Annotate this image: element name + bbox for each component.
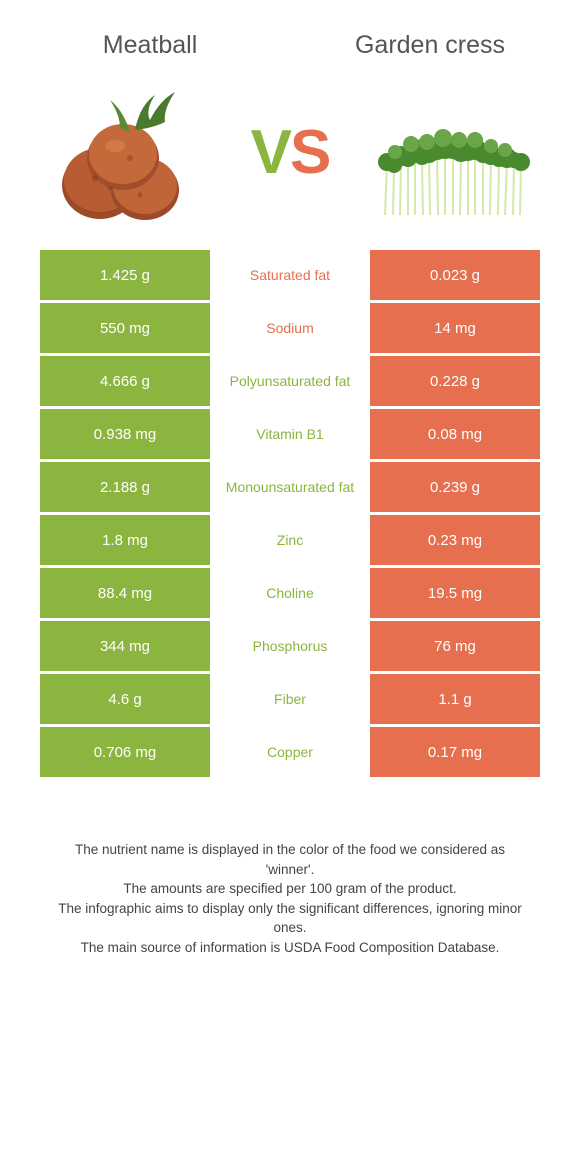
image-row: VS [0,70,580,250]
vs-v: V [251,117,290,188]
footer-line: The amounts are specified per 100 gram o… [50,879,530,899]
left-value: 0.706 mg [40,727,210,777]
footer-line: The infographic aims to display only the… [50,899,530,938]
left-value: 344 mg [40,621,210,671]
table-row: 1.425 g Saturated fat 0.023 g [40,250,540,300]
table-row: 88.4 mg Choline 19.5 mg [40,568,540,618]
left-value: 0.938 mg [40,409,210,459]
header: Meatball Garden cress [0,0,580,70]
table-row: 2.188 g Monounsaturated fat 0.239 g [40,462,540,512]
table-row: 0.938 mg Vitamin B1 0.08 mg [40,409,540,459]
left-value: 4.6 g [40,674,210,724]
right-value: 76 mg [370,621,540,671]
table-row: 344 mg Phosphorus 76 mg [40,621,540,671]
nutrient-label: Sodium [210,303,370,353]
meatball-image [45,80,215,225]
footer-line: The nutrient name is displayed in the co… [50,840,530,879]
nutrient-label: Phosphorus [210,621,370,671]
right-value: 0.228 g [370,356,540,406]
footer-line: The main source of information is USDA F… [50,938,530,958]
left-food-title: Meatball [50,30,250,60]
table-row: 4.666 g Polyunsaturated fat 0.228 g [40,356,540,406]
right-value: 0.17 mg [370,727,540,777]
vs-label: VS [251,117,330,188]
right-value: 0.08 mg [370,409,540,459]
right-value: 1.1 g [370,674,540,724]
right-value: 19.5 mg [370,568,540,618]
left-value: 88.4 mg [40,568,210,618]
comparison-table: 1.425 g Saturated fat 0.023 g 550 mg Sod… [0,250,580,777]
right-value: 0.23 mg [370,515,540,565]
left-value: 4.666 g [40,356,210,406]
right-value: 0.239 g [370,462,540,512]
nutrient-label: Monounsaturated fat [210,462,370,512]
left-value: 1.8 mg [40,515,210,565]
table-row: 4.6 g Fiber 1.1 g [40,674,540,724]
table-row: 1.8 mg Zinc 0.23 mg [40,515,540,565]
nutrient-label: Choline [210,568,370,618]
left-value: 550 mg [40,303,210,353]
right-food-title: Garden cress [330,30,530,60]
left-value: 1.425 g [40,250,210,300]
nutrient-label: Fiber [210,674,370,724]
right-value: 0.023 g [370,250,540,300]
vs-s: S [290,117,329,188]
table-row: 0.706 mg Copper 0.17 mg [40,727,540,777]
nutrient-label: Vitamin B1 [210,409,370,459]
cress-image [365,80,535,225]
left-value: 2.188 g [40,462,210,512]
nutrient-label: Saturated fat [210,250,370,300]
footer-notes: The nutrient name is displayed in the co… [0,780,580,957]
table-row: 550 mg Sodium 14 mg [40,303,540,353]
right-value: 14 mg [370,303,540,353]
nutrient-label: Zinc [210,515,370,565]
nutrient-label: Polyunsaturated fat [210,356,370,406]
nutrient-label: Copper [210,727,370,777]
